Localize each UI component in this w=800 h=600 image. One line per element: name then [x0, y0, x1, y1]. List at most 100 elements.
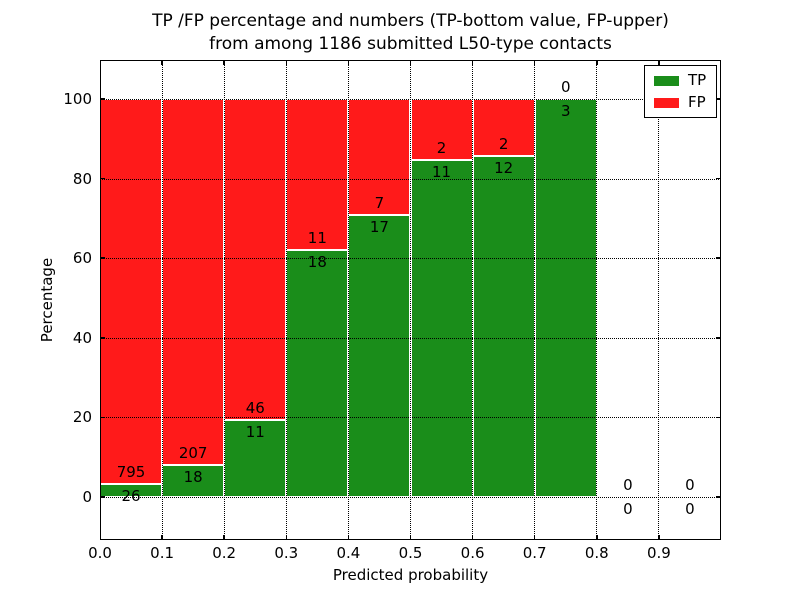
x-tick-label: 0.4: [336, 544, 361, 562]
y-tick-mark: [716, 337, 721, 339]
fp-count-label: 0: [560, 78, 571, 96]
horizontal-gridline: [100, 497, 721, 498]
x-tick-label: 0.8: [584, 544, 609, 562]
x-tick-label: 0.7: [522, 544, 547, 562]
tp-count-label: 18: [307, 252, 327, 271]
x-tick-mark: [223, 535, 225, 540]
x-tick-mark: [223, 60, 225, 65]
y-tick-mark: [100, 98, 105, 100]
vertical-gridline: [658, 60, 660, 540]
bar-segment-fp: [162, 99, 225, 466]
horizontal-gridline: [100, 417, 721, 419]
x-tick-mark: [533, 60, 536, 65]
y-tick-label: 100: [63, 90, 92, 108]
vertical-gridline: [347, 60, 349, 540]
chart-title-line1: TP /FP percentage and numbers (TP-bottom…: [152, 11, 669, 31]
bar-segment-tp: [348, 215, 411, 497]
fp-count-label: 207: [178, 444, 208, 463]
legend-item-fp: FP: [654, 95, 706, 110]
y-tick-mark: [100, 257, 105, 259]
y-tick-mark: [716, 177, 721, 180]
bar-segment-tp: [534, 99, 597, 497]
fp-count-label: 11: [307, 228, 327, 247]
horizontal-gridline: [100, 337, 721, 339]
x-tick-label: 0.0: [88, 544, 112, 562]
y-tick-label: 20: [72, 408, 92, 427]
x-tick-mark: [161, 535, 163, 540]
y-tick-mark: [716, 496, 721, 498]
horizontal-gridline: [100, 99, 721, 100]
bar-segment-tp: [224, 420, 287, 497]
tp-count-label: 11: [245, 423, 265, 442]
bar-segment-tp: [162, 465, 225, 497]
legend-swatch-fp: [654, 97, 679, 108]
vertical-gridline: [534, 60, 536, 540]
x-tick-mark: [658, 535, 660, 540]
x-tick-mark: [347, 60, 350, 65]
x-tick-label: 0.1: [150, 544, 175, 562]
bar-segment-tp: [472, 155, 535, 497]
tp-count-label: 17: [369, 218, 389, 237]
x-tick-mark: [533, 535, 536, 540]
vertical-gridline: [285, 60, 287, 540]
x-tick-mark: [285, 60, 288, 65]
tp-count-label: 3: [560, 102, 571, 120]
vertical-gridline: [472, 60, 474, 540]
vertical-gridline: [410, 60, 411, 540]
legend-item-tp: TP: [654, 73, 706, 88]
chart-title-line2: from among 1186 submitted L50-type conta…: [209, 34, 612, 54]
legend: TP FP: [644, 65, 718, 118]
y-tick-mark: [100, 496, 105, 498]
tp-count-label: 18: [183, 468, 203, 487]
x-tick-mark: [347, 535, 350, 540]
x-tick-label: 0.6: [460, 544, 485, 562]
y-tick-mark: [100, 177, 105, 180]
legend-swatch-tp: [654, 75, 679, 86]
bar-segment-fp: [100, 99, 163, 485]
bar-segment-fp: [472, 99, 535, 156]
fp-count-label: 7: [374, 194, 385, 213]
vertical-gridline: [161, 60, 163, 540]
tp-count-label: 11: [432, 163, 452, 182]
legend-label: TP: [688, 71, 707, 89]
fp-count-label: 46: [245, 399, 265, 418]
x-tick-mark: [596, 60, 598, 65]
fp-count-label: 0: [623, 476, 633, 494]
tp-count-label: 12: [494, 158, 514, 177]
vertical-gridline: [596, 60, 598, 540]
fp-count-label: 2: [436, 139, 447, 158]
horizontal-gridline: [100, 178, 721, 180]
y-tick-mark: [100, 416, 105, 419]
y-tick-label: 80: [72, 169, 92, 188]
x-tick-mark: [471, 60, 474, 65]
bar-segment-fp: [224, 99, 287, 421]
x-tick-label: 0.5: [398, 544, 423, 562]
fp-count-label: 795: [116, 463, 146, 482]
x-tick-label: 0.9: [646, 544, 671, 562]
y-tick-label: 60: [72, 249, 92, 268]
fp-count-label: 2: [498, 134, 509, 153]
fp-count-label: 0: [685, 476, 695, 494]
chart-title: TP /FP percentage and numbers (TP-bottom…: [100, 10, 721, 56]
x-tick-mark: [161, 60, 163, 65]
x-tick-mark: [409, 535, 412, 540]
horizontal-gridline: [100, 258, 721, 260]
y-tick-label: 40: [72, 328, 92, 347]
bar-segment-tp: [286, 249, 349, 497]
tp-count-label: 0: [685, 500, 695, 518]
x-tick-mark: [658, 60, 660, 65]
x-tick-mark: [596, 535, 598, 540]
y-tick-mark: [716, 98, 721, 100]
bar-segment-tp: [410, 160, 473, 497]
vertical-gridline: [223, 60, 225, 540]
tp-count-label: 26: [121, 487, 141, 506]
x-tick-mark: [285, 535, 288, 540]
x-tick-mark: [471, 535, 474, 540]
legend-label: FP: [688, 93, 706, 111]
tp-count-label: 0: [623, 500, 633, 518]
bar-segment-fp: [348, 99, 411, 216]
plot-area: TP FP 795 26 207 18 46 11 11 18 7 17 2 11 2 12 0 3 0 0 0 0: [100, 60, 721, 540]
y-tick-mark: [716, 416, 721, 419]
y-tick-mark: [100, 337, 105, 339]
